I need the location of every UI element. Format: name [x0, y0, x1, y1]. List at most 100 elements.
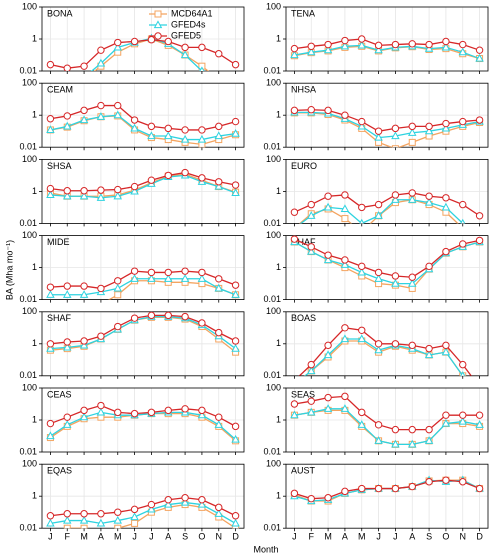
marker: [164, 171, 172, 180]
marker: [147, 408, 156, 417]
marker: [341, 36, 349, 45]
marker: [96, 58, 106, 67]
marker: [197, 499, 207, 508]
marker: [46, 518, 55, 527]
x-tick-label: J: [393, 532, 398, 542]
marker: [391, 278, 400, 287]
marker: [130, 512, 139, 521]
marker: [341, 324, 349, 332]
marker: [80, 337, 88, 345]
marker: [231, 117, 240, 126]
marker: [97, 186, 105, 194]
marker: [459, 200, 467, 209]
x-tick-label: O: [198, 532, 205, 542]
marker: [425, 344, 433, 353]
marker: [441, 42, 451, 51]
marker: [358, 408, 366, 417]
x-tick-label: J: [149, 532, 154, 542]
series-line: [50, 412, 237, 442]
marker: [357, 40, 366, 49]
marker: [197, 274, 207, 282]
marker: [197, 134, 207, 143]
series-line: [64, 503, 236, 529]
marker: [291, 381, 297, 387]
marker: [80, 510, 88, 518]
marker: [130, 182, 139, 191]
marker: [130, 123, 139, 132]
y-tick-label: 100: [266, 1, 281, 11]
marker: [359, 218, 365, 224]
marker: [63, 515, 72, 524]
y-tick-label: 0.01: [263, 218, 281, 228]
marker: [425, 425, 433, 434]
marker: [80, 406, 88, 415]
marker: [46, 343, 55, 352]
series-line: [50, 316, 236, 353]
panel-title: NHSA: [291, 85, 316, 95]
marker: [359, 229, 365, 235]
marker: [323, 255, 333, 264]
marker: [164, 406, 172, 415]
marker: [214, 131, 223, 140]
marker: [391, 40, 400, 49]
series-line: [298, 327, 472, 376]
marker: [231, 422, 240, 431]
marker: [391, 131, 400, 140]
marker: [442, 119, 450, 128]
marker: [63, 413, 71, 421]
marker: [114, 101, 122, 110]
marker: [198, 126, 206, 134]
y-tick-label: 1: [32, 262, 37, 272]
marker: [459, 40, 467, 49]
series-group: [290, 235, 484, 292]
marker: [323, 350, 333, 359]
series-group: [46, 33, 240, 82]
x-tick-label: J: [132, 532, 137, 542]
marker: [357, 334, 366, 343]
panel-title: BONA: [47, 8, 73, 18]
y-tick-label: 100: [22, 78, 37, 88]
marker: [231, 434, 240, 443]
marker: [460, 371, 466, 376]
marker: [63, 342, 72, 351]
marker: [215, 76, 222, 82]
marker: [181, 43, 189, 52]
marker: [324, 494, 332, 502]
marker: [323, 45, 333, 54]
marker: [231, 512, 240, 520]
panel-title: CEAS: [47, 389, 72, 399]
x-tick-label: S: [426, 532, 432, 542]
marker: [97, 46, 105, 54]
marker: [147, 311, 156, 320]
marker: [307, 211, 316, 219]
series-group: [291, 324, 472, 387]
marker: [46, 431, 55, 440]
x-tick-label: M: [324, 532, 332, 542]
x-tick-label: A: [409, 532, 415, 542]
marker: [180, 134, 190, 143]
marker: [475, 484, 484, 493]
marker: [96, 193, 106, 201]
marker: [97, 401, 105, 410]
marker: [391, 191, 400, 199]
x-tick-label: A: [342, 532, 348, 542]
marker: [181, 494, 189, 502]
marker: [231, 60, 240, 69]
marker: [46, 512, 55, 520]
marker: [114, 408, 122, 417]
marker: [290, 106, 299, 115]
marker: [147, 131, 156, 140]
series-group: [46, 311, 240, 356]
marker: [63, 187, 71, 195]
marker: [215, 122, 223, 131]
marker: [307, 366, 316, 375]
marker: [131, 519, 139, 527]
marker: [153, 20, 163, 29]
marker: [114, 277, 122, 285]
panel-title: BOAS: [291, 313, 316, 323]
marker: [113, 110, 122, 119]
marker: [357, 420, 366, 428]
marker: [475, 212, 484, 220]
marker: [324, 251, 332, 259]
marker: [391, 272, 400, 280]
